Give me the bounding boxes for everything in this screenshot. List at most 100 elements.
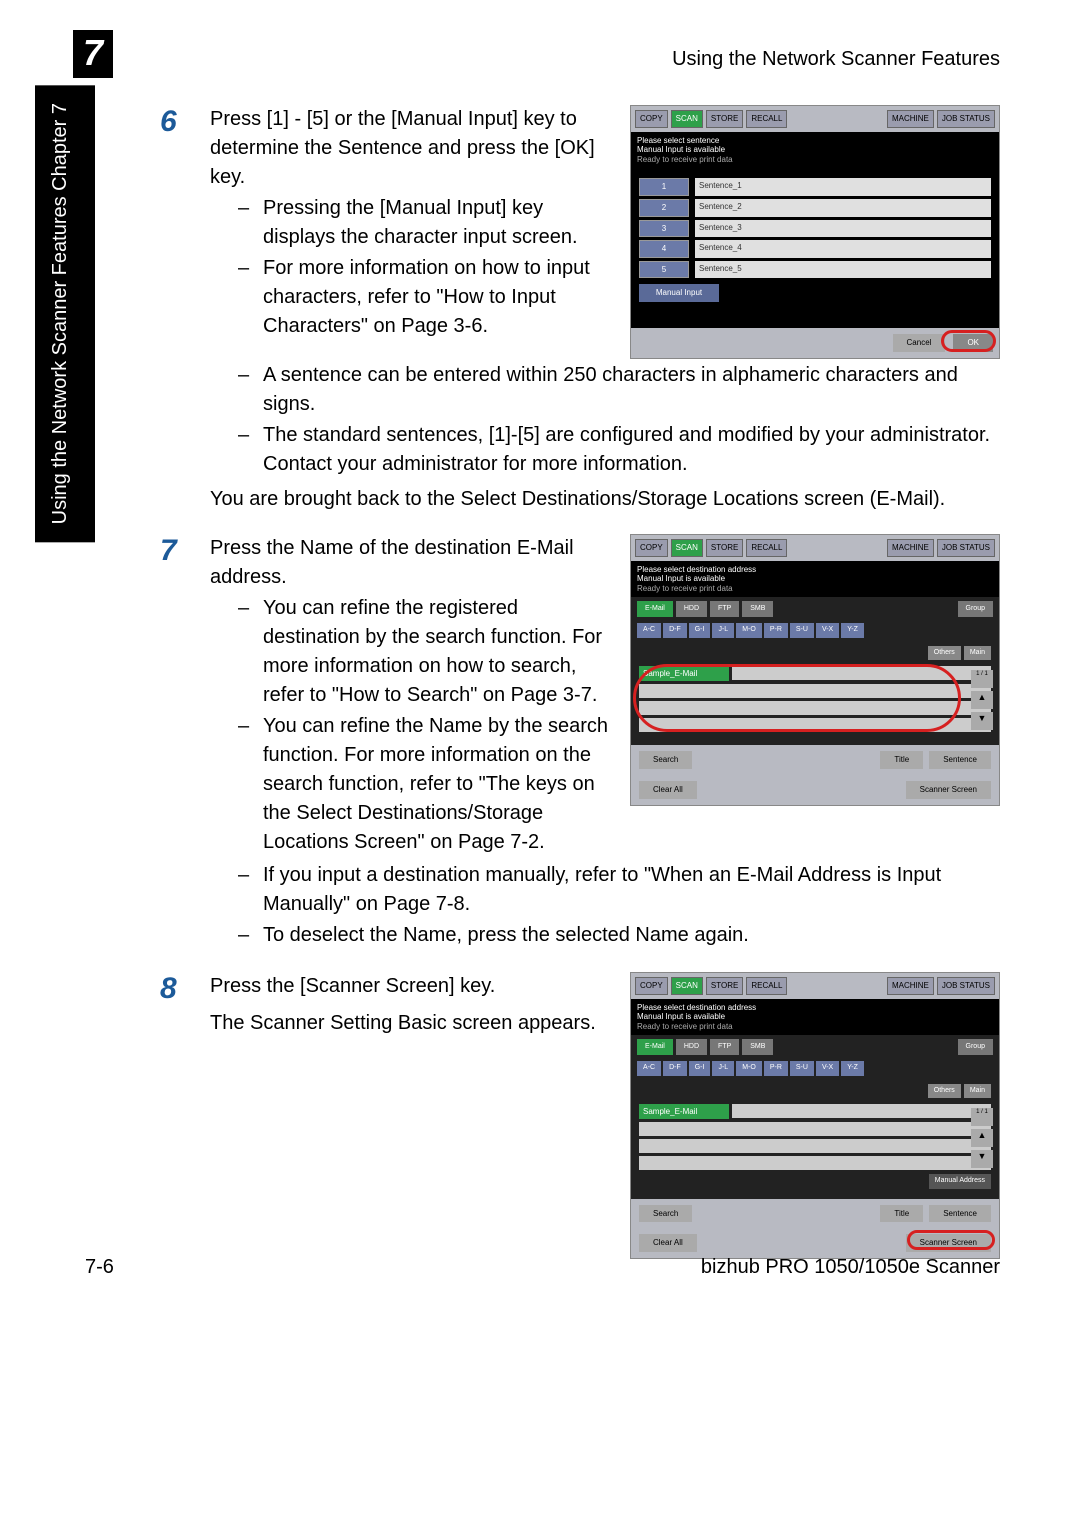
dash: – bbox=[238, 861, 263, 919]
up-arrow-icon[interactable]: ▲ bbox=[971, 1129, 993, 1147]
alpha-btn[interactable]: V-X bbox=[816, 623, 839, 637]
sentence-btn[interactable]: Sentence bbox=[929, 751, 991, 769]
alpha-btn[interactable]: J-L bbox=[712, 1061, 734, 1075]
alpha-btn[interactable]: A-C bbox=[637, 1061, 661, 1075]
page-count: 1 / 1 bbox=[971, 1108, 993, 1126]
ok-button[interactable]: OK bbox=[953, 334, 993, 352]
sentence-btn[interactable]: Sentence bbox=[929, 1205, 991, 1223]
sentence-4-btn[interactable]: 4 bbox=[639, 240, 689, 258]
step7-b1: You can refine the registered destinatio… bbox=[263, 594, 612, 710]
tab-copy[interactable]: COPY bbox=[635, 110, 668, 128]
alpha-btn[interactable]: D-F bbox=[663, 1061, 687, 1075]
tab-scan[interactable]: SCAN bbox=[671, 539, 703, 557]
tab-scan[interactable]: SCAN bbox=[671, 110, 703, 128]
step-number: 7 bbox=[160, 534, 210, 567]
alpha-btn[interactable]: G-I bbox=[689, 1061, 711, 1075]
step-number: 6 bbox=[160, 105, 210, 138]
sentence-2-btn[interactable]: 2 bbox=[639, 199, 689, 217]
cancel-button[interactable]: Cancel bbox=[893, 334, 946, 352]
panel3-msg2: Manual Input is available bbox=[637, 1012, 993, 1022]
page-footer: 7-6 bizhub PRO 1050/1050e Scanner bbox=[85, 1256, 1000, 1279]
alpha-btn[interactable]: Y-Z bbox=[841, 623, 864, 637]
tab-copy[interactable]: COPY bbox=[635, 977, 668, 995]
alpha-btn[interactable]: G-I bbox=[689, 623, 711, 637]
main-btn[interactable]: Main bbox=[964, 1084, 991, 1098]
mode-group[interactable]: Group bbox=[958, 601, 993, 617]
mode-ftp[interactable]: FTP bbox=[710, 1039, 739, 1055]
tab-copy[interactable]: COPY bbox=[635, 539, 668, 557]
manual-address-btn[interactable]: Manual Address bbox=[929, 1174, 991, 1188]
alpha-btn[interactable]: S-U bbox=[790, 623, 814, 637]
mode-smb[interactable]: SMB bbox=[742, 601, 773, 617]
alpha-btn[interactable]: P-R bbox=[764, 623, 788, 637]
tab-jobstatus[interactable]: JOB STATUS bbox=[937, 539, 995, 557]
page: 7 Using the Network Scanner Features Usi… bbox=[0, 0, 1080, 1319]
sentence-5-btn[interactable]: 5 bbox=[639, 261, 689, 279]
alpha-btn[interactable]: A-C bbox=[637, 623, 661, 637]
dash: – bbox=[238, 921, 263, 950]
dest-entry[interactable]: Sample_E-Mail bbox=[639, 1104, 729, 1120]
tab-store[interactable]: STORE bbox=[706, 539, 743, 557]
alpha-btn[interactable]: D-F bbox=[663, 623, 687, 637]
step-8: 8 Press the [Scanner Screen] key. The Sc… bbox=[160, 972, 1000, 1259]
panel1-status: Ready to receive print data bbox=[637, 155, 993, 165]
up-arrow-icon[interactable]: ▲ bbox=[971, 691, 993, 709]
alpha-btn[interactable]: J-L bbox=[712, 623, 734, 637]
mode-ftp[interactable]: FTP bbox=[710, 601, 739, 617]
mode-email[interactable]: E-Mail bbox=[637, 1039, 673, 1055]
title-btn[interactable]: Title bbox=[880, 1205, 923, 1223]
tab-recall[interactable]: RECALL bbox=[746, 110, 787, 128]
panel3-status: Ready to receive print data bbox=[637, 1022, 993, 1032]
search-btn[interactable]: Search bbox=[639, 751, 692, 769]
mode-hdd[interactable]: HDD bbox=[676, 1039, 707, 1055]
step6-b4: The standard sentences, [1]-[5] are conf… bbox=[263, 421, 1000, 479]
down-arrow-icon[interactable]: ▼ bbox=[971, 1150, 993, 1168]
tab-recall[interactable]: RECALL bbox=[746, 539, 787, 557]
alpha-btn[interactable]: M-O bbox=[736, 623, 762, 637]
sentence-4-text: Sentence_4 bbox=[695, 240, 991, 258]
sentence-1-text: Sentence_1 bbox=[695, 178, 991, 196]
panel1-msg2: Manual Input is available bbox=[637, 145, 993, 155]
clear-all-btn[interactable]: Clear All bbox=[639, 781, 697, 799]
alpha-btn[interactable]: M-O bbox=[736, 1061, 762, 1075]
screenshot-sentence-select: COPY SCAN STORE RECALL MACHINE JOB STATU… bbox=[630, 105, 1000, 359]
alpha-btn[interactable]: P-R bbox=[764, 1061, 788, 1075]
dest-entry[interactable]: Sample_E-Mail bbox=[639, 666, 729, 682]
tab-machine[interactable]: MACHINE bbox=[887, 977, 934, 995]
step6-b3: A sentence can be entered within 250 cha… bbox=[263, 361, 1000, 419]
mode-group[interactable]: Group bbox=[958, 1039, 993, 1055]
header-title: Using the Network Scanner Features bbox=[672, 48, 1000, 71]
main-btn[interactable]: Main bbox=[964, 646, 991, 660]
scanner-screen-btn[interactable]: Scanner Screen bbox=[906, 1234, 991, 1252]
alpha-btn[interactable]: Y-Z bbox=[841, 1061, 864, 1075]
manual-input-btn[interactable]: Manual Input bbox=[639, 284, 719, 302]
title-btn[interactable]: Title bbox=[880, 751, 923, 769]
clear-all-btn[interactable]: Clear All bbox=[639, 1234, 697, 1252]
step8-intro: Press the [Scanner Screen] key. bbox=[210, 972, 612, 1001]
others-btn[interactable]: Others bbox=[928, 1084, 961, 1098]
mode-email[interactable]: E-Mail bbox=[637, 601, 673, 617]
tab-scan[interactable]: SCAN bbox=[671, 977, 703, 995]
alpha-btn[interactable]: S-U bbox=[790, 1061, 814, 1075]
product-name: bizhub PRO 1050/1050e Scanner bbox=[701, 1256, 1000, 1279]
tab-recall[interactable]: RECALL bbox=[746, 977, 787, 995]
dash: – bbox=[238, 194, 263, 252]
sentence-5-text: Sentence_5 bbox=[695, 261, 991, 279]
others-btn[interactable]: Others bbox=[928, 646, 961, 660]
mode-smb[interactable]: SMB bbox=[742, 1039, 773, 1055]
down-arrow-icon[interactable]: ▼ bbox=[971, 712, 993, 730]
search-btn[interactable]: Search bbox=[639, 1205, 692, 1223]
sentence-1-btn[interactable]: 1 bbox=[639, 178, 689, 196]
tab-store[interactable]: STORE bbox=[706, 977, 743, 995]
alpha-btn[interactable]: V-X bbox=[816, 1061, 839, 1075]
tab-machine[interactable]: MACHINE bbox=[887, 539, 934, 557]
mode-hdd[interactable]: HDD bbox=[676, 601, 707, 617]
scanner-screen-btn[interactable]: Scanner Screen bbox=[906, 781, 991, 799]
sentence-3-btn[interactable]: 3 bbox=[639, 220, 689, 238]
step7-b2: You can refine the Name by the search fu… bbox=[263, 712, 612, 857]
tab-jobstatus[interactable]: JOB STATUS bbox=[937, 110, 995, 128]
tab-jobstatus[interactable]: JOB STATUS bbox=[937, 977, 995, 995]
screenshot-destination-select: COPY SCAN STORE RECALL MACHINE JOB STATU… bbox=[630, 534, 1000, 806]
tab-machine[interactable]: MACHINE bbox=[887, 110, 934, 128]
tab-store[interactable]: STORE bbox=[706, 110, 743, 128]
